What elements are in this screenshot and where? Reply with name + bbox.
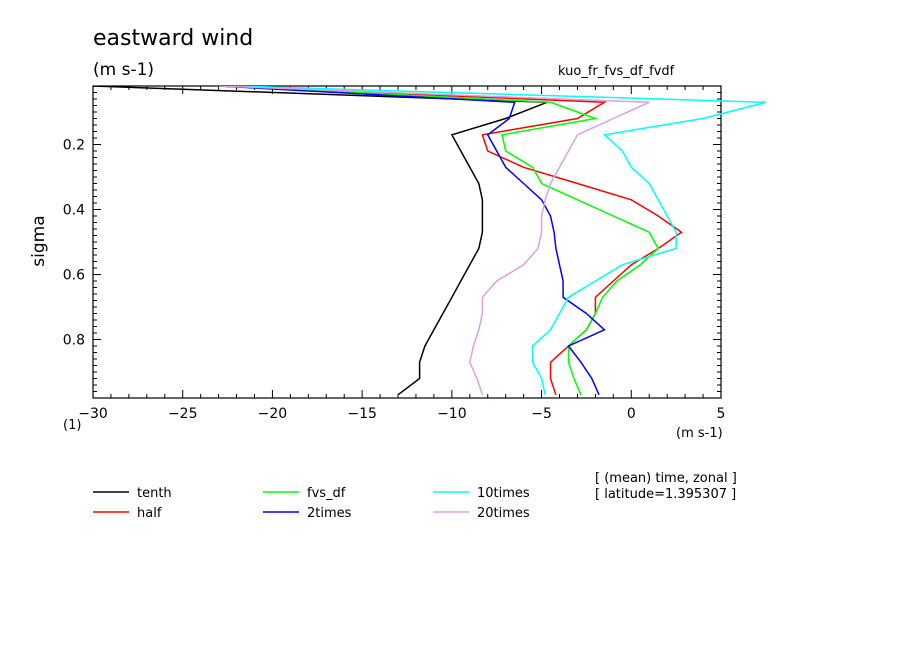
chart-units: (m s-1) [93,60,154,80]
plot-frame [92,85,722,399]
experiment-label: kuo_fr_fvs_df_fvdf [558,64,675,79]
x-tick-label: 0 [627,406,636,422]
y-tick-label: 0.2 [63,138,85,154]
x-tick-label: −30 [78,406,108,422]
y-tick-label: 0.8 [63,333,85,349]
x-tick-label: −5 [531,406,552,422]
series-line-20times [218,86,650,396]
chart-title: eastward wind [93,26,253,51]
y-tick-label: 0.6 [63,268,85,284]
legend-label-20times: 20times [477,506,530,521]
legend-label-2times: 2times [307,506,352,521]
legend: tenth fvs_df 10times half 2times 20times [93,486,530,521]
x-tick-label: −25 [168,406,198,422]
series-lines [92,86,767,396]
legend-label-tenth: tenth [137,486,172,501]
x-tick-label: −15 [347,406,377,422]
legend-label-half: half [137,506,162,521]
info-line-2: [ latitude=1.395307 ] [595,487,736,502]
x-tick-label: −20 [258,406,288,422]
legend-label-10times: 10times [477,486,530,501]
series-line-tenth [92,86,548,396]
x-axis-label: (m s-1) [676,426,723,441]
y-tick-label: 0.4 [63,203,85,219]
y-axis-corner-label: (1) [63,418,81,433]
series-line-fvs_df [227,86,660,396]
series-line-2times [218,86,606,396]
plot-area: −30 −25 −20 −15 −10 −5 0 5 0.2 0.4 0.6 0.8 [63,85,767,422]
legend-label-fvs_df: fvs_df [307,486,346,501]
y-axis-label: sigma [29,215,49,266]
series-line-half [218,86,683,396]
x-tick-label: 5 [717,406,726,422]
series-line-10times [236,86,767,395]
info-line-1: [ (mean) time, zonal ] [595,471,737,486]
x-tick-label: −10 [437,406,467,422]
